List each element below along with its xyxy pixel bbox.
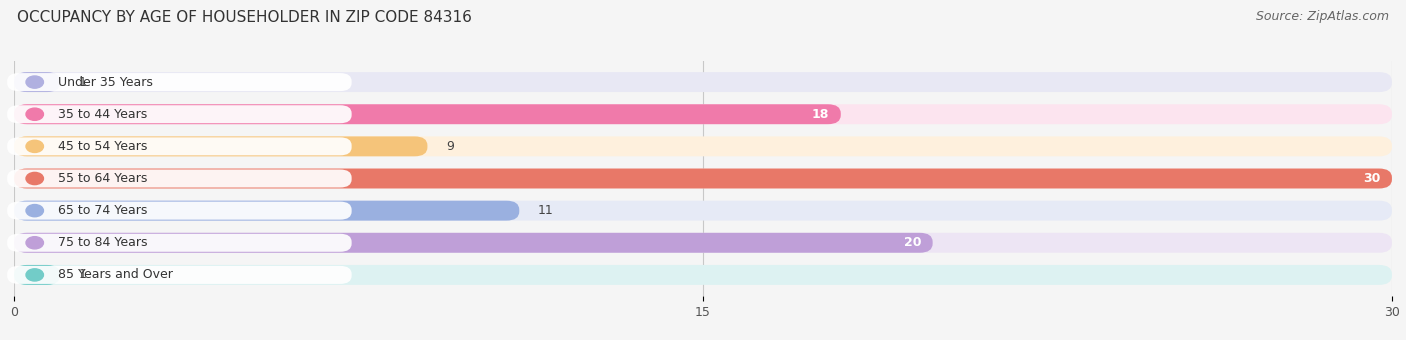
- Text: 1: 1: [79, 75, 86, 89]
- Text: 85 Years and Over: 85 Years and Over: [58, 268, 173, 282]
- FancyBboxPatch shape: [14, 136, 1392, 156]
- Circle shape: [25, 108, 44, 120]
- Text: 18: 18: [811, 108, 830, 121]
- Text: 45 to 54 Years: 45 to 54 Years: [58, 140, 148, 153]
- FancyBboxPatch shape: [7, 137, 351, 155]
- Text: 30: 30: [1362, 172, 1381, 185]
- FancyBboxPatch shape: [14, 136, 427, 156]
- Text: 9: 9: [446, 140, 454, 153]
- FancyBboxPatch shape: [14, 233, 1392, 253]
- Circle shape: [25, 172, 44, 185]
- Text: 1: 1: [79, 268, 86, 282]
- Circle shape: [25, 140, 44, 152]
- FancyBboxPatch shape: [14, 233, 932, 253]
- Text: 75 to 84 Years: 75 to 84 Years: [58, 236, 148, 249]
- FancyBboxPatch shape: [7, 202, 351, 220]
- FancyBboxPatch shape: [7, 105, 351, 123]
- Text: OCCUPANCY BY AGE OF HOUSEHOLDER IN ZIP CODE 84316: OCCUPANCY BY AGE OF HOUSEHOLDER IN ZIP C…: [17, 10, 472, 25]
- FancyBboxPatch shape: [14, 104, 841, 124]
- Text: 11: 11: [537, 204, 554, 217]
- Circle shape: [25, 205, 44, 217]
- Text: 35 to 44 Years: 35 to 44 Years: [58, 108, 148, 121]
- Text: 65 to 74 Years: 65 to 74 Years: [58, 204, 148, 217]
- FancyBboxPatch shape: [14, 201, 519, 221]
- FancyBboxPatch shape: [14, 169, 1392, 188]
- Circle shape: [25, 76, 44, 88]
- FancyBboxPatch shape: [14, 169, 1392, 188]
- FancyBboxPatch shape: [14, 265, 1392, 285]
- FancyBboxPatch shape: [14, 201, 1392, 221]
- Text: Source: ZipAtlas.com: Source: ZipAtlas.com: [1256, 10, 1389, 23]
- FancyBboxPatch shape: [7, 234, 351, 252]
- Circle shape: [25, 237, 44, 249]
- FancyBboxPatch shape: [14, 72, 1392, 92]
- FancyBboxPatch shape: [14, 104, 1392, 124]
- FancyBboxPatch shape: [7, 170, 351, 187]
- Text: Under 35 Years: Under 35 Years: [58, 75, 153, 89]
- FancyBboxPatch shape: [7, 73, 351, 91]
- FancyBboxPatch shape: [14, 72, 60, 92]
- FancyBboxPatch shape: [14, 265, 60, 285]
- Circle shape: [25, 269, 44, 281]
- FancyBboxPatch shape: [7, 266, 351, 284]
- Text: 20: 20: [904, 236, 921, 249]
- Text: 55 to 64 Years: 55 to 64 Years: [58, 172, 148, 185]
